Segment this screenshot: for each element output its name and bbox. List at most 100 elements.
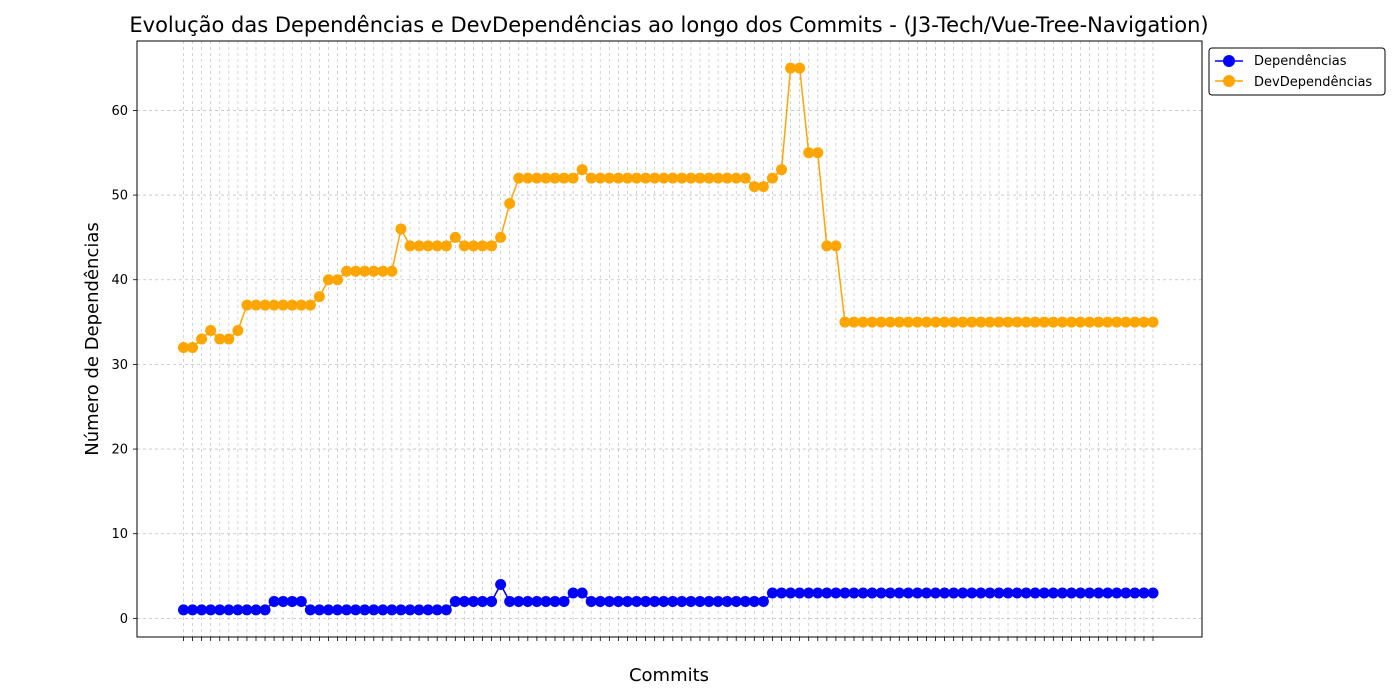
data-point-1 bbox=[866, 316, 878, 328]
data-point-0 bbox=[1056, 587, 1068, 599]
data-point-0 bbox=[866, 587, 878, 599]
data-point-0 bbox=[640, 595, 652, 607]
data-point-0 bbox=[386, 604, 398, 616]
data-point-1 bbox=[431, 240, 443, 252]
data-point-0 bbox=[531, 595, 543, 607]
data-point-0 bbox=[440, 604, 452, 616]
data-point-1 bbox=[776, 164, 788, 176]
data-point-1 bbox=[178, 341, 189, 353]
data-point-0 bbox=[1147, 587, 1159, 599]
data-point-0 bbox=[902, 587, 914, 599]
plot-area-frame bbox=[136, 40, 1203, 638]
data-point-1 bbox=[259, 299, 271, 311]
data-point-0 bbox=[449, 595, 461, 607]
data-point-0 bbox=[649, 595, 661, 607]
data-point-0 bbox=[803, 587, 815, 599]
data-point-1 bbox=[1111, 316, 1123, 328]
data-point-1 bbox=[739, 172, 751, 184]
data-point-1 bbox=[223, 333, 235, 345]
data-point-0 bbox=[1093, 587, 1105, 599]
data-point-1 bbox=[513, 172, 525, 184]
data-point-0 bbox=[603, 595, 615, 607]
data-point-0 bbox=[667, 595, 679, 607]
data-point-0 bbox=[1084, 587, 1096, 599]
data-point-0 bbox=[776, 587, 788, 599]
data-point-0 bbox=[395, 604, 407, 616]
data-point-1 bbox=[812, 147, 824, 159]
data-point-0 bbox=[232, 604, 244, 616]
data-point-1 bbox=[377, 265, 389, 277]
x-axis-title: Commits bbox=[629, 665, 709, 686]
data-point-0 bbox=[187, 604, 199, 616]
data-point-0 bbox=[322, 604, 334, 616]
data-point-1 bbox=[1038, 316, 1050, 328]
data-point-0 bbox=[196, 604, 208, 616]
data-point-1 bbox=[649, 172, 661, 184]
data-point-0 bbox=[259, 604, 271, 616]
data-point-1 bbox=[1075, 316, 1087, 328]
data-point-0 bbox=[794, 587, 806, 599]
data-point-0 bbox=[920, 587, 932, 599]
data-point-1 bbox=[676, 172, 688, 184]
y-tick-label: 40 bbox=[111, 273, 128, 288]
y-tick-label: 10 bbox=[111, 527, 128, 542]
data-point-0 bbox=[1038, 587, 1050, 599]
y-tick-label: 60 bbox=[111, 104, 128, 119]
data-point-1 bbox=[449, 231, 461, 243]
data-point-1 bbox=[1120, 316, 1132, 328]
data-point-1 bbox=[395, 223, 407, 235]
data-point-0 bbox=[857, 587, 869, 599]
data-point-1 bbox=[1093, 316, 1105, 328]
data-point-0 bbox=[304, 604, 316, 616]
data-point-1 bbox=[1065, 316, 1077, 328]
data-point-0 bbox=[676, 595, 688, 607]
data-point-1 bbox=[196, 333, 208, 345]
data-point-0 bbox=[594, 595, 606, 607]
data-point-1 bbox=[313, 291, 325, 303]
series-layer bbox=[178, 62, 1159, 616]
data-point-1 bbox=[549, 172, 561, 184]
data-point-1 bbox=[540, 172, 552, 184]
data-point-1 bbox=[576, 164, 588, 176]
data-point-0 bbox=[848, 587, 860, 599]
data-point-0 bbox=[739, 595, 751, 607]
data-point-0 bbox=[1002, 587, 1014, 599]
data-point-0 bbox=[785, 587, 797, 599]
data-point-0 bbox=[585, 595, 597, 607]
data-point-1 bbox=[993, 316, 1005, 328]
data-point-1 bbox=[295, 299, 307, 311]
data-point-0 bbox=[1129, 587, 1141, 599]
data-point-1 bbox=[359, 265, 371, 277]
data-point-0 bbox=[495, 579, 507, 591]
data-point-1 bbox=[667, 172, 679, 184]
data-point-0 bbox=[839, 587, 851, 599]
data-point-1 bbox=[1011, 316, 1023, 328]
data-point-0 bbox=[458, 595, 470, 607]
data-point-1 bbox=[341, 265, 353, 277]
data-point-0 bbox=[1075, 587, 1087, 599]
data-point-1 bbox=[1002, 316, 1014, 328]
data-point-1 bbox=[911, 316, 923, 328]
data-point-0 bbox=[631, 595, 643, 607]
data-point-0 bbox=[712, 595, 724, 607]
data-point-1 bbox=[268, 299, 280, 311]
data-point-1 bbox=[232, 325, 244, 337]
data-point-0 bbox=[930, 587, 942, 599]
data-point-1 bbox=[422, 240, 434, 252]
data-point-0 bbox=[268, 595, 280, 607]
data-point-0 bbox=[612, 595, 624, 607]
data-point-0 bbox=[1065, 587, 1077, 599]
data-point-0 bbox=[422, 604, 434, 616]
data-point-1 bbox=[902, 316, 914, 328]
data-point-0 bbox=[286, 595, 298, 607]
data-point-1 bbox=[205, 325, 217, 337]
data-point-1 bbox=[631, 172, 643, 184]
data-point-0 bbox=[522, 595, 534, 607]
data-point-1 bbox=[404, 240, 416, 252]
data-point-0 bbox=[685, 595, 697, 607]
data-point-1 bbox=[522, 172, 534, 184]
data-point-0 bbox=[703, 595, 715, 607]
data-point-0 bbox=[911, 587, 923, 599]
data-point-1 bbox=[250, 299, 262, 311]
